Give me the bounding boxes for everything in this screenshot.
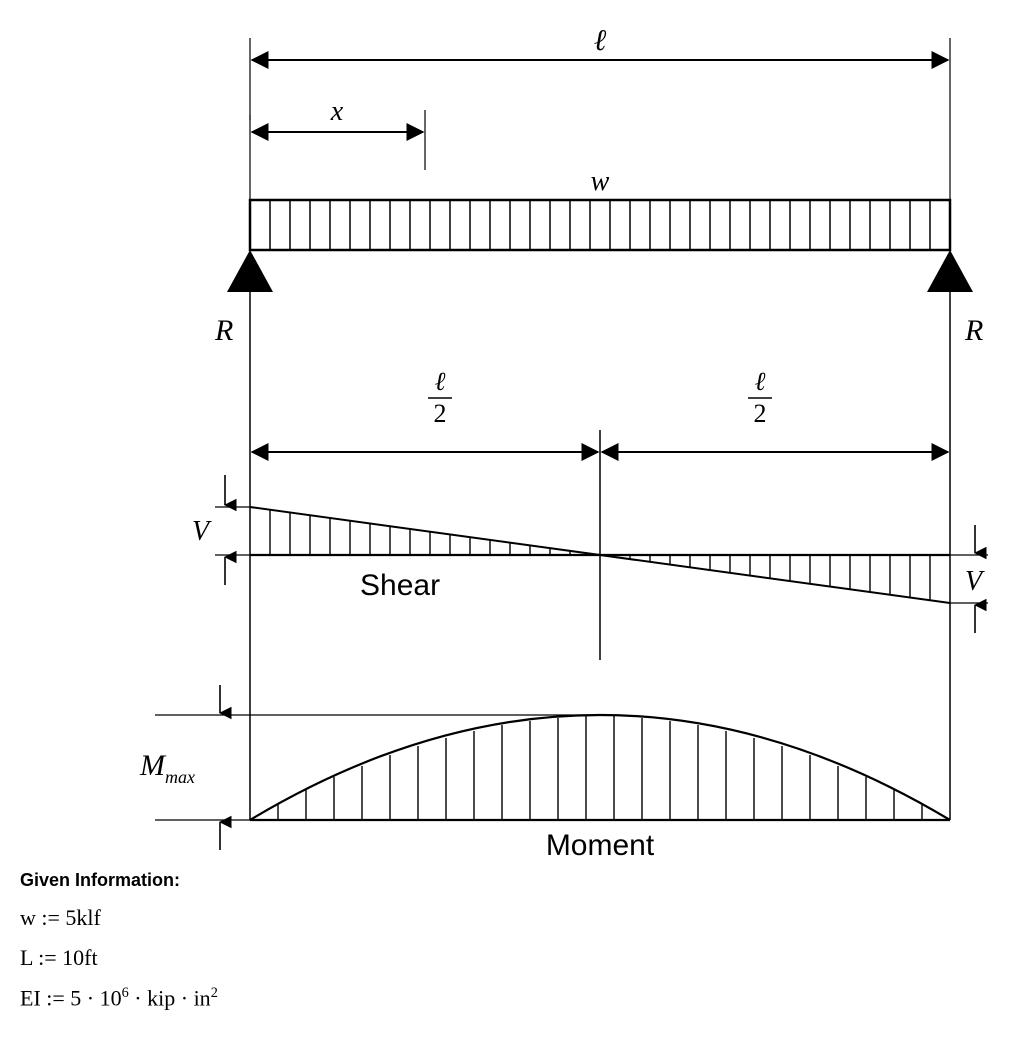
half-l-den-left: 2 <box>434 399 447 428</box>
beam-diagram: ℓ x w <box>20 20 1004 860</box>
Mmax-bracket: M max <box>139 685 600 850</box>
var-w: w <box>20 905 36 930</box>
beam <box>250 200 950 250</box>
dot2-EI: · <box>134 985 141 1010</box>
dot1-EI: · <box>87 985 94 1010</box>
unit1-EI: kip <box>147 985 175 1010</box>
coef-EI: 5 <box>70 985 81 1010</box>
diagram-root: ℓ x w <box>139 24 988 860</box>
half-l-den-right: 2 <box>754 399 767 428</box>
V-left-bracket: V <box>192 475 250 585</box>
V-left-label: V <box>192 516 212 547</box>
assign-L: := <box>38 945 57 970</box>
val-w: 5klf <box>65 905 100 930</box>
R-right-label: R <box>964 314 983 347</box>
half-length-left-frac: ℓ 2 <box>428 367 452 428</box>
V-right-bracket: V <box>950 525 988 633</box>
w-label: w <box>591 166 610 197</box>
support-left <box>227 250 273 292</box>
unit2-EI: in <box>194 985 211 1010</box>
moment-title: Moment <box>546 829 655 860</box>
assign-EI: := <box>46 985 65 1010</box>
exp-EI: 6 <box>122 985 129 1001</box>
x-label: x <box>330 96 344 127</box>
given-info: Given Information: w := 5klf L := 10ft E… <box>20 870 1004 1011</box>
Mmax-M: M <box>139 749 167 782</box>
var-EI: EI <box>20 985 41 1010</box>
exp2-EI: 2 <box>211 985 218 1001</box>
half-length-right-frac: ℓ 2 <box>748 367 772 428</box>
half-l-num-right: ℓ <box>755 367 766 396</box>
assign-w: := <box>41 905 60 930</box>
dim-half-length <box>252 430 948 660</box>
given-row-L: L := 10ft <box>20 945 1004 971</box>
var-L: L <box>20 945 33 970</box>
V-right-label: V <box>965 566 985 597</box>
half-l-num-left: ℓ <box>435 367 446 396</box>
shear-title: Shear <box>360 569 440 602</box>
val-L: 10ft <box>62 945 97 970</box>
given-row-EI: EI := 5 · 106 · kip · in2 <box>20 985 1004 1011</box>
length-label: ℓ <box>594 24 607 57</box>
Mmax-sub: max <box>165 767 195 787</box>
given-heading: Given Information: <box>20 870 1004 891</box>
R-left-label: R <box>214 314 233 347</box>
page: ℓ x w <box>20 20 1004 1011</box>
given-row-w: w := 5klf <box>20 905 1004 931</box>
support-right <box>927 250 973 292</box>
udl-hatch <box>270 200 930 250</box>
moment-diagram: Moment <box>250 715 950 860</box>
base-EI: 10 <box>100 985 122 1010</box>
dim-x: x <box>250 96 425 200</box>
dot3-EI: · <box>181 985 188 1010</box>
